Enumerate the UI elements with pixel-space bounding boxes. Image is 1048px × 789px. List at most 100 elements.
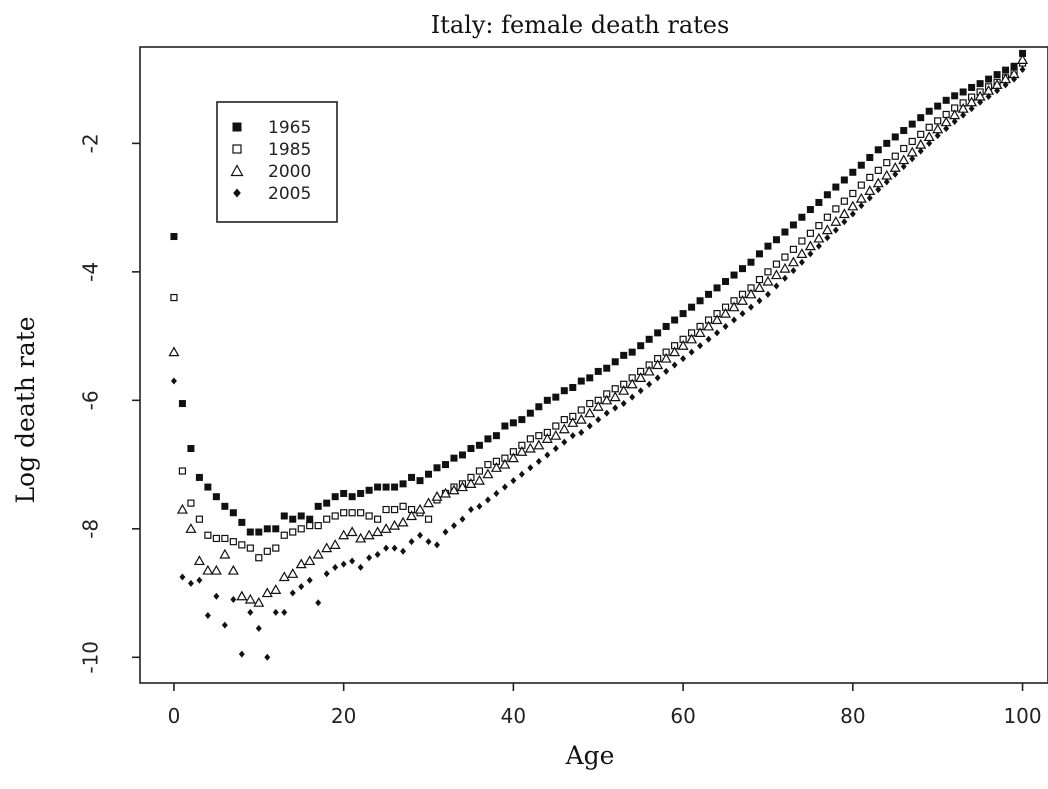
data-point-2005 [187, 579, 194, 587]
data-point-2000 [270, 584, 282, 594]
data-point-2000 [406, 510, 418, 521]
data-point-1985 [917, 130, 925, 138]
data-point-2005 [756, 297, 763, 305]
data-point-2000 [244, 593, 256, 604]
data-point-2000 [677, 340, 689, 350]
data-point-1965 [297, 512, 305, 520]
data-point-2005 [467, 506, 474, 514]
data-point-2005 [960, 111, 967, 119]
data-point-1985 [772, 260, 781, 268]
data-point-2005 [374, 551, 381, 559]
y-tick-label: -2 [79, 133, 103, 153]
data-point-2005 [994, 87, 1001, 95]
data-point-1965 [577, 377, 585, 385]
data-point-1965 [221, 502, 229, 510]
data-point-1965 [450, 454, 458, 462]
data-point-1965 [781, 228, 789, 236]
data-point-2000 [473, 474, 485, 485]
data-point-2005 [196, 576, 203, 584]
data-point-2000 [168, 346, 180, 357]
data-point-2000 [210, 564, 222, 575]
data-point-2005 [985, 92, 992, 100]
data-point-1965 [611, 358, 619, 366]
data-point-2005 [646, 380, 653, 388]
data-point-2005 [578, 428, 585, 436]
data-point-1965 [1010, 62, 1018, 70]
data-point-2005 [1019, 65, 1026, 73]
data-point-2000 [762, 275, 774, 286]
data-point-2005 [620, 400, 627, 408]
data-point-1965 [535, 403, 543, 411]
data-point-1965 [212, 493, 220, 501]
data-point-2000 [1017, 54, 1029, 64]
data-point-1965 [204, 483, 212, 491]
x-tick-label: 100 [1003, 704, 1041, 728]
data-point-2000 [889, 162, 901, 172]
data-point-1985 [263, 547, 271, 555]
data-point-2005 [968, 105, 975, 113]
data-point-1985 [390, 505, 399, 514]
data-point-2005 [289, 589, 296, 597]
data-point-1965 [891, 133, 899, 141]
data-point-1985 [187, 499, 195, 507]
data-point-1965 [968, 83, 976, 91]
legend-marker-2005 [233, 188, 241, 198]
data-point-1965 [917, 114, 925, 122]
x-axis: 0 20 40 60 80 100 [168, 683, 1042, 728]
data-point-2005 [493, 489, 500, 497]
data-point-2005 [722, 322, 729, 330]
data-point-2005 [849, 210, 856, 218]
legend-marker-1965 [232, 122, 242, 132]
data-point-2005 [247, 608, 254, 616]
data-point-2000 [389, 519, 401, 530]
data-point-2000 [872, 177, 884, 188]
data-point-2005 [264, 653, 271, 661]
data-point-1965 [1002, 66, 1010, 74]
data-point-2005 [340, 560, 347, 568]
data-point-1965 [323, 499, 331, 507]
data-point-1965 [764, 242, 772, 250]
data-point-1965 [263, 525, 271, 533]
data-point-2000 [787, 256, 799, 267]
data-point-1985 [560, 416, 568, 424]
data-point-2005 [518, 470, 525, 478]
data-point-2005 [170, 377, 177, 385]
data-point-1965 [654, 329, 662, 337]
series-1985 [170, 59, 1027, 562]
data-point-1965 [985, 75, 993, 83]
data-point-1985 [280, 531, 288, 539]
x-tick-label: 0 [168, 704, 181, 728]
data-point-2005 [434, 541, 440, 549]
data-point-2000 [830, 216, 842, 226]
data-point-1985 [204, 531, 212, 539]
data-point-2000 [669, 346, 681, 357]
data-points [168, 49, 1029, 661]
data-point-2000 [448, 484, 460, 495]
data-point-2000 [703, 320, 715, 331]
data-point-1985 [221, 534, 229, 543]
data-point-1985 [297, 525, 305, 533]
data-point-1965 [628, 348, 636, 356]
data-point-1965 [951, 92, 959, 100]
data-point-1965 [925, 107, 933, 115]
data-point-2000 [796, 248, 808, 258]
data-point-2000 [439, 487, 452, 498]
data-point-2000 [304, 555, 316, 566]
data-point-2005 [561, 438, 568, 446]
data-point-1985 [178, 467, 187, 475]
data-point-2005 [926, 139, 933, 147]
data-point-1965 [688, 303, 696, 311]
data-point-1965 [976, 80, 984, 88]
data-point-2005 [476, 502, 483, 510]
data-point-1965 [730, 271, 738, 279]
data-point-2005 [349, 557, 356, 565]
data-point-2005 [943, 125, 950, 133]
data-point-1965 [501, 422, 509, 430]
data-point-2005 [883, 178, 890, 186]
data-point-2005 [544, 451, 551, 459]
data-point-2005 [917, 147, 924, 155]
data-point-2005 [875, 186, 882, 194]
data-point-1985 [424, 515, 433, 523]
data-point-1965 [739, 265, 747, 273]
data-point-2005 [909, 155, 916, 163]
